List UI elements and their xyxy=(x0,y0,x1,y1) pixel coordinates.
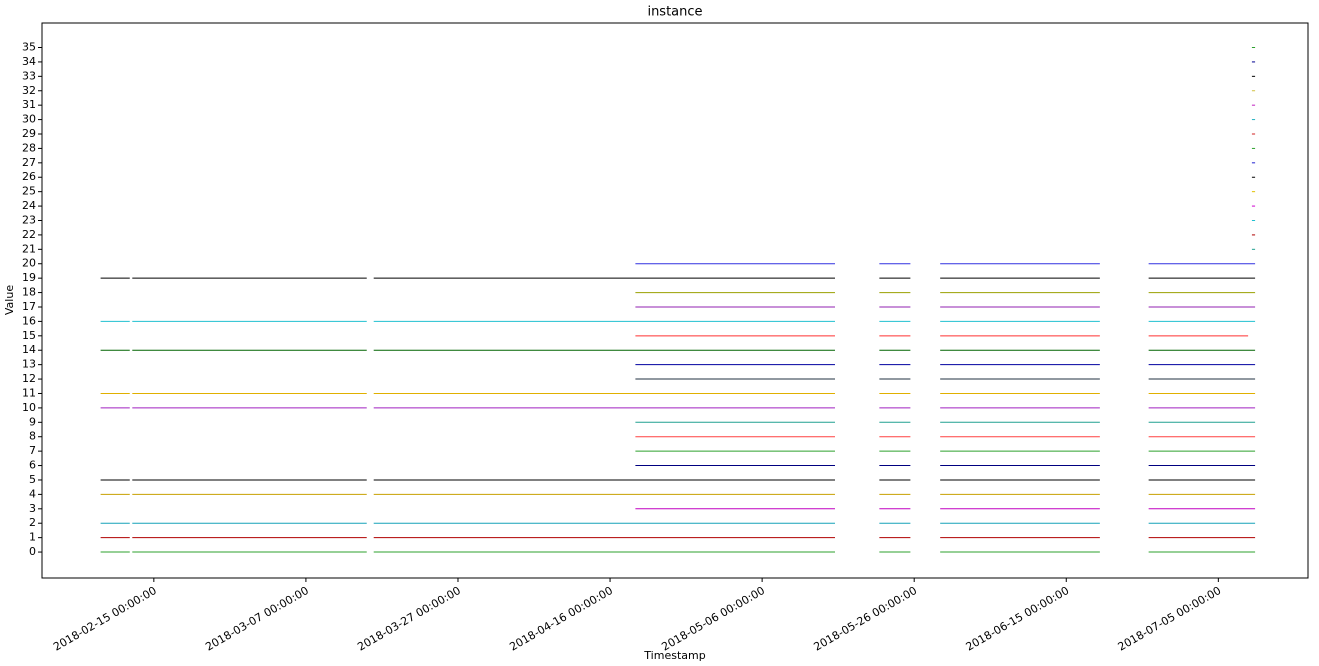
y-tick-label: 7 xyxy=(29,444,36,457)
y-tick-label: 31 xyxy=(22,98,36,111)
y-tick-label: 6 xyxy=(29,459,36,472)
y-tick-label: 10 xyxy=(22,401,36,414)
y-tick-label: 32 xyxy=(22,84,36,97)
y-tick-label: 16 xyxy=(22,314,36,327)
y-tick-label: 23 xyxy=(22,213,36,226)
chart-title: instance xyxy=(647,5,702,20)
y-tick-label: 0 xyxy=(29,545,36,558)
y-tick-label: 17 xyxy=(22,300,36,313)
y-tick-label: 14 xyxy=(22,343,36,356)
x-tick-label: 2018-03-27 00:00:00 xyxy=(355,584,463,654)
y-tick-label: 9 xyxy=(29,415,36,428)
y-tick-label: 29 xyxy=(22,127,36,140)
y-tick-label: 13 xyxy=(22,358,36,371)
y-tick-label: 4 xyxy=(29,487,36,500)
y-tick-label: 20 xyxy=(22,257,36,270)
y-tick-label: 22 xyxy=(22,228,36,241)
x-tick-label: 2018-05-26 00:00:00 xyxy=(812,584,920,654)
y-axis-label: Value xyxy=(3,285,16,315)
x-tick-label: 2018-03-07 00:00:00 xyxy=(203,584,311,654)
x-axis-label: Timestamp xyxy=(643,649,705,662)
y-tick-label: 8 xyxy=(29,430,36,443)
x-tick-label: 2018-06-15 00:00:00 xyxy=(964,584,1072,654)
y-tick-label: 18 xyxy=(22,286,36,299)
y-tick-label: 34 xyxy=(22,55,36,68)
y-tick-label: 27 xyxy=(22,156,36,169)
x-tick-label: 2018-07-05 00:00:00 xyxy=(1116,584,1224,654)
y-tick-label: 24 xyxy=(22,199,36,212)
y-tick-label: 28 xyxy=(22,141,36,154)
y-tick-label: 30 xyxy=(22,113,36,126)
y-tick-label: 21 xyxy=(22,242,36,255)
y-tick-label: 1 xyxy=(29,531,36,544)
y-tick-label: 5 xyxy=(29,473,36,486)
y-tick-label: 12 xyxy=(22,372,36,385)
y-tick-label: 35 xyxy=(22,41,36,54)
y-tick-label: 15 xyxy=(22,329,36,342)
y-tick-label: 33 xyxy=(22,69,36,82)
x-tick-label: 2018-04-16 00:00:00 xyxy=(507,584,615,654)
y-tick-label: 2 xyxy=(29,516,36,529)
y-tick-label: 11 xyxy=(22,386,36,399)
x-tick-label: 2018-02-15 00:00:00 xyxy=(51,584,159,654)
x-tick-label: 2018-05-06 00:00:00 xyxy=(659,584,767,654)
y-tick-label: 26 xyxy=(22,170,36,183)
y-tick-label: 19 xyxy=(22,271,36,284)
y-tick-label: 3 xyxy=(29,502,36,515)
plot-frame xyxy=(41,22,1309,579)
y-tick-label: 25 xyxy=(22,185,36,198)
